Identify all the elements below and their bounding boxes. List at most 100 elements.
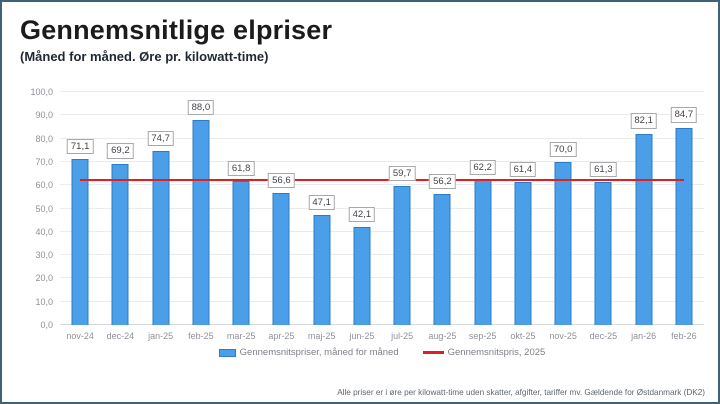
- x-tick-label: jun-25: [349, 331, 375, 341]
- x-tick-label: maj-25: [307, 331, 336, 341]
- bar: [393, 185, 411, 325]
- page-title: Gennemsnitlige elpriser: [20, 15, 333, 45]
- bar: [675, 127, 693, 325]
- bar-slot: 61,3: [583, 92, 623, 325]
- bar-slot: 47,1: [302, 92, 342, 325]
- bar: [313, 215, 331, 325]
- y-tick-label: 30,0: [35, 250, 53, 261]
- x-tick-label: jul-25: [391, 331, 414, 341]
- x-tick-label: jan-26: [631, 331, 657, 341]
- bar: [192, 119, 210, 325]
- bar-value-label: 74,7: [147, 130, 174, 146]
- gridline: [60, 324, 704, 325]
- x-tick-label: mar-25: [226, 331, 256, 341]
- bar-value-label: 61,8: [227, 160, 255, 177]
- legend-item-line: Gennemsnitspris, 2025: [422, 347, 546, 358]
- x-tick-label: nov-25: [549, 331, 577, 341]
- y-tick-label: 50,0: [35, 203, 53, 214]
- y-tick-label: 100,0: [30, 87, 53, 97]
- x-tick-label: feb-25: [188, 331, 214, 341]
- bar-slot: 88,0: [181, 92, 221, 325]
- legend: Gennemsnitspriser, måned for måned Genne…: [60, 347, 704, 358]
- x-tick-label: aug-25: [428, 331, 457, 341]
- legend-item-bars: Gennemsnitspriser, måned for måned: [218, 347, 399, 358]
- bar-slot: 71,1: [60, 92, 100, 325]
- gridline: [60, 300, 704, 302]
- y-tick-label: 20,0: [35, 273, 53, 284]
- bar-value-label: 70,0: [549, 141, 577, 157]
- bar: [111, 163, 129, 325]
- bar: [152, 150, 170, 325]
- bar-slot: 59,7: [382, 92, 422, 325]
- bar-value-label: 61,4: [509, 161, 537, 177]
- bar-value-label: 56,2: [429, 173, 456, 190]
- plot-area: 71,1 69,2 74,7 88,0 61,8 56,6 47,1 42,1 59,7 56,2…: [30, 87, 704, 330]
- x-tick-label: apr-25: [268, 331, 295, 341]
- gridline: [60, 137, 704, 139]
- bar: [514, 181, 532, 325]
- bar-slot: 74,7: [141, 92, 181, 325]
- x-axis: nov-24 dec-24 jan-25 feb-25 mar-25 apr-25 maj-…: [60, 331, 704, 341]
- bar-value-label: 88,0: [187, 99, 215, 115]
- x-tick-label: sep-25: [468, 331, 497, 341]
- gridline: [60, 91, 704, 92]
- x-tick-label: dec-24: [106, 331, 135, 341]
- bar-series-label: Gennemsnitspriser, måned for måned: [239, 347, 399, 358]
- bar-slot: 56,2: [422, 92, 462, 325]
- bar-slot: 84,7: [664, 92, 704, 325]
- bar: [554, 161, 572, 325]
- bar-value-label: 82,1: [630, 113, 657, 129]
- bar: [353, 226, 371, 325]
- page-subtitle: (Måned for måned. Øre pr. kilowatt-time): [20, 49, 269, 64]
- bar-slot: 61,8: [221, 92, 261, 325]
- bar-value-label: 47,1: [308, 194, 335, 211]
- y-tick-label: 10,0: [35, 296, 53, 307]
- bar-series-swatch-icon: [218, 348, 236, 357]
- bar-slot: 70,0: [543, 92, 583, 325]
- y-tick-label: 40,0: [35, 226, 53, 237]
- x-tick-label: dec-25: [589, 331, 618, 341]
- y-tick-label: 80,0: [35, 133, 53, 144]
- y-tick-label: 70,0: [35, 156, 53, 167]
- x-tick-label: jan-25: [148, 331, 174, 341]
- gridline: [60, 207, 704, 209]
- bar: [71, 159, 89, 325]
- gridline: [60, 230, 704, 232]
- y-tick-label: 60,0: [35, 180, 53, 191]
- bar: [232, 181, 250, 325]
- bar-value-label: 61,3: [590, 161, 617, 178]
- bar-value-label: 84,7: [670, 107, 698, 123]
- bar-slot: 69,2: [100, 92, 140, 325]
- bar-value-label: 62,2: [469, 159, 496, 176]
- line-series-swatch-icon: [422, 351, 444, 354]
- average-price-line: [80, 179, 684, 182]
- bar-slot: 62,2: [463, 92, 503, 325]
- bar-slot: 56,6: [261, 92, 301, 325]
- bar-series: 71,1 69,2 74,7 88,0 61,8 56,6 47,1 42,1 59,7 56,2…: [60, 92, 704, 325]
- x-tick-label: nov-24: [66, 331, 94, 341]
- bar: [433, 194, 451, 325]
- bar: [635, 133, 653, 325]
- gridline: [60, 277, 704, 279]
- x-tick-label: feb-26: [671, 331, 697, 341]
- footnote: Alle priser er i øre per kilowatt-time u…: [337, 388, 705, 397]
- bar: [474, 180, 492, 325]
- gridline: [60, 184, 704, 186]
- bar: [272, 193, 290, 325]
- gridline: [60, 160, 704, 162]
- gridline: [60, 254, 704, 256]
- y-tick-label: 90,0: [35, 110, 53, 121]
- gridline: [60, 114, 704, 116]
- bar-slot: 42,1: [342, 92, 382, 325]
- bar-slot: 61,4: [503, 92, 543, 325]
- line-series-label: Gennemsnitspris, 2025: [447, 347, 546, 358]
- bar-slot: 82,1: [624, 92, 664, 325]
- x-tick-label: okt-25: [510, 331, 536, 341]
- bar-value-label: 56,6: [268, 172, 295, 189]
- bar: [594, 182, 612, 325]
- y-tick-label: 0,0: [40, 320, 53, 330]
- bar-value-label: 71,1: [66, 138, 94, 155]
- bar-value-label: 69,2: [107, 143, 134, 159]
- bar-value-label: 59,7: [388, 165, 416, 181]
